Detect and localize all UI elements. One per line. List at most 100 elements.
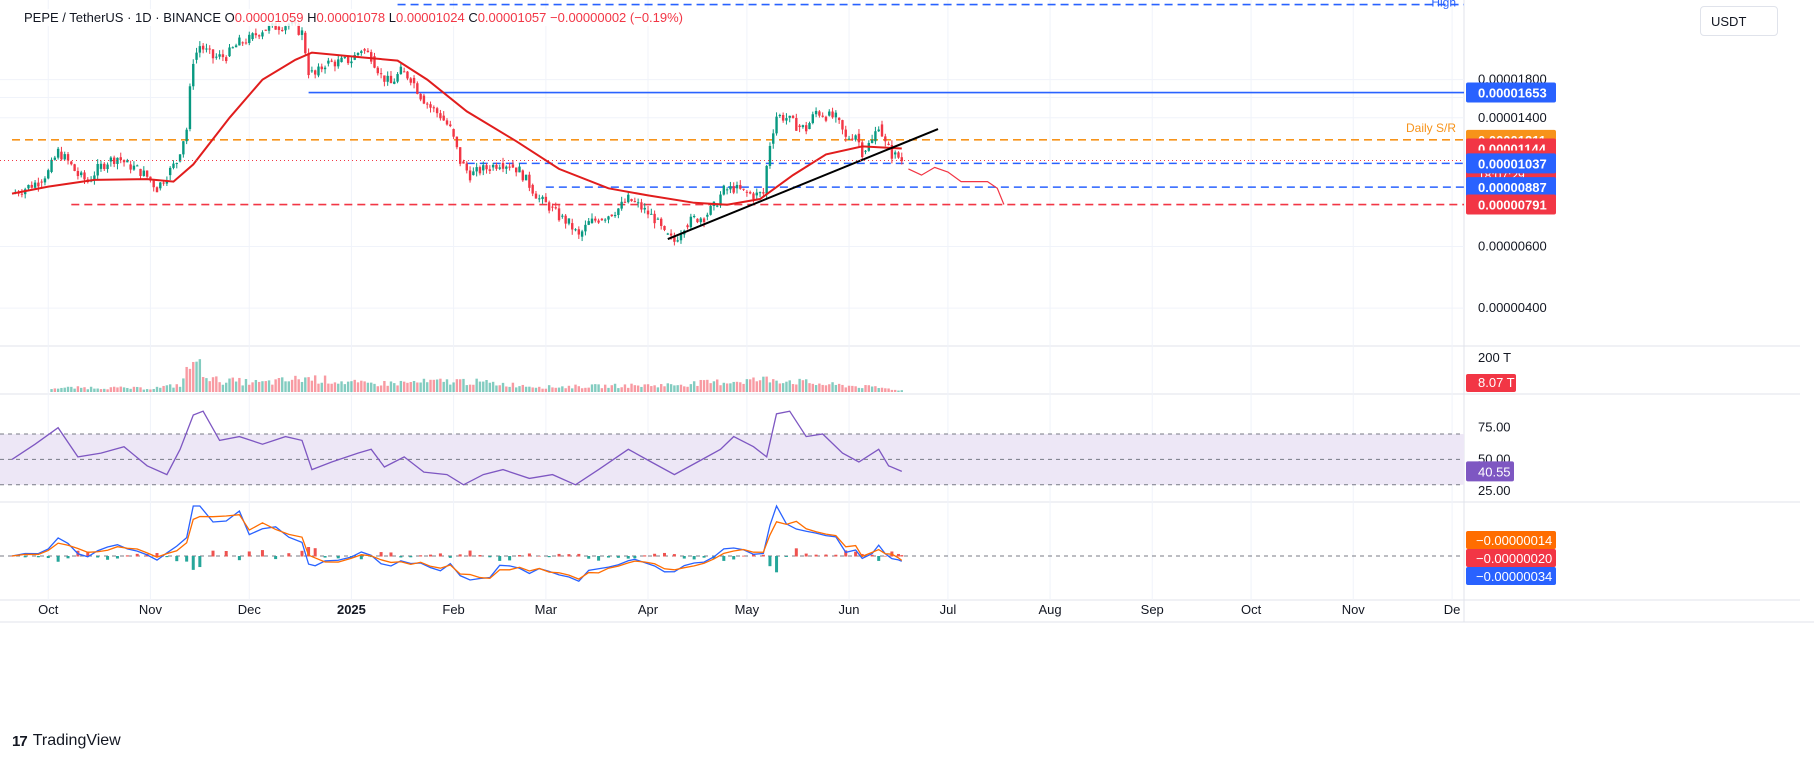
close-value: 0.00001057 <box>477 10 547 25</box>
macd-histogram-bar <box>643 555 647 557</box>
macd-histogram-bar <box>751 553 755 557</box>
volume-bar <box>498 385 501 392</box>
volume-bar <box>557 387 561 392</box>
candle-body <box>884 136 887 142</box>
candle-body <box>379 73 383 75</box>
volume-bar <box>837 383 841 392</box>
level-caption: Daily S/R <box>1406 121 1456 135</box>
volume-bar <box>465 385 468 392</box>
macd-histogram-bar <box>557 553 561 557</box>
volume-bar <box>788 380 791 392</box>
volume-bar <box>564 388 567 392</box>
candle-body <box>791 115 795 118</box>
macd-histogram-bar <box>224 551 228 557</box>
candle-body <box>534 193 538 199</box>
candle-body <box>251 33 254 40</box>
candle-body <box>814 110 818 115</box>
symbol-title[interactable]: PEPE / TetherUS · 1D · BINANCE <box>24 10 221 25</box>
macd-histogram-bar <box>106 556 110 560</box>
price-tick-label: 0.00000400 <box>1478 300 1547 315</box>
volume-bar <box>554 387 557 392</box>
volume-bar <box>122 387 126 392</box>
price-tag <box>1466 82 1556 103</box>
macd-histogram-bar <box>478 555 482 557</box>
candle-body <box>63 154 66 160</box>
candle-body <box>462 161 465 164</box>
candle-body <box>874 131 877 142</box>
time-tick-label: Aug <box>1038 602 1061 617</box>
volume-bar <box>142 389 146 392</box>
candle-body <box>277 26 281 30</box>
volume-bar <box>172 387 175 392</box>
volume-bar <box>330 383 333 392</box>
candle-body <box>159 182 162 189</box>
macd-histogram-bar <box>175 556 179 562</box>
volume-bar <box>225 382 228 392</box>
volume-bar <box>676 385 679 392</box>
volume-bar <box>294 375 297 392</box>
candle-body <box>122 160 126 163</box>
volume-bar <box>544 388 548 392</box>
candle-body <box>811 114 814 124</box>
volume-bar <box>488 382 492 392</box>
volume-bar <box>547 385 551 392</box>
candle-body <box>574 229 577 231</box>
candle-body <box>267 25 271 31</box>
candle-body <box>515 167 518 173</box>
volume-bar <box>669 384 673 392</box>
macd-histogram-bar <box>547 556 551 558</box>
volume-bar <box>531 387 534 392</box>
candle-body <box>363 49 366 51</box>
candle-body <box>732 186 735 193</box>
macd-histogram-bar <box>883 555 887 557</box>
candle-body <box>656 218 660 220</box>
volume-bar <box>732 381 735 392</box>
candle-body <box>145 170 149 177</box>
volume-bar <box>818 383 821 392</box>
candle-body <box>178 154 182 162</box>
volume-bar <box>567 385 571 392</box>
macd-histogram-bar <box>722 556 726 561</box>
candle-body <box>228 47 231 57</box>
macd-value-tag <box>1466 567 1556 585</box>
volume-bar <box>340 381 343 392</box>
candle-body <box>722 185 726 195</box>
volume-bar <box>653 385 656 392</box>
candle-body <box>340 57 343 63</box>
candle-body <box>47 170 50 179</box>
candle-body <box>218 54 221 57</box>
macd-histogram-bar <box>877 556 881 561</box>
volume-bar <box>515 387 518 392</box>
tradingview-logo[interactable]: 17 TradingView <box>12 732 121 750</box>
volume-bar <box>627 387 630 392</box>
candle-body <box>745 191 749 193</box>
candle-body <box>442 115 445 121</box>
candle-body <box>864 150 867 152</box>
candle-body <box>491 164 495 168</box>
volume-bar <box>587 387 590 392</box>
macd-histogram-bar <box>663 552 666 557</box>
candle-body <box>225 57 228 62</box>
time-tick-label: Sep <box>1141 602 1164 617</box>
volume-bar <box>386 385 389 392</box>
candle-body <box>205 48 208 50</box>
candle-body <box>201 45 205 50</box>
candle-body <box>281 29 284 31</box>
candle-body <box>719 194 722 206</box>
tradingview-logo-icon: 17 <box>12 732 28 750</box>
candle-body <box>505 166 508 169</box>
candle-body <box>650 213 653 215</box>
time-tick-label: Nov <box>139 602 163 617</box>
volume-bar <box>640 386 643 392</box>
candle-body <box>630 199 633 202</box>
macd-histogram-bar <box>488 556 492 558</box>
candle-body <box>412 77 416 84</box>
candle-body <box>772 133 775 144</box>
volume-bar <box>679 384 683 392</box>
candle-body <box>594 218 597 221</box>
volume-bar <box>360 380 363 392</box>
currency-selector[interactable]: USDT <box>1700 6 1778 36</box>
time-tick-label: Feb <box>442 602 464 617</box>
